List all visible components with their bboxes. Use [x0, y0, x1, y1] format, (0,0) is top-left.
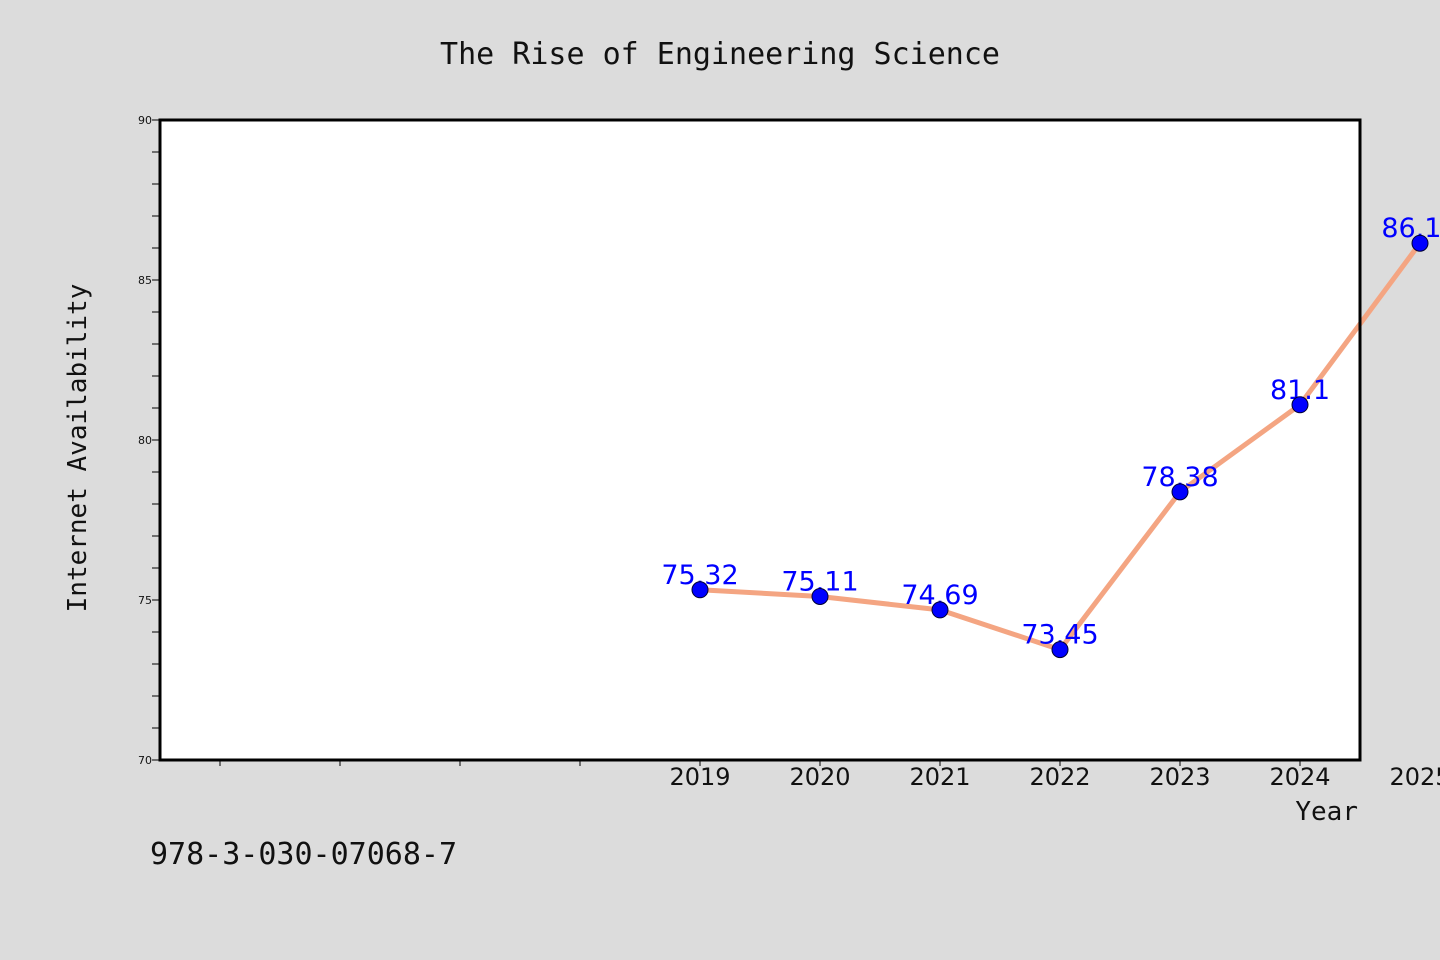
- x-tick-label: 2023: [1149, 763, 1210, 791]
- data-point: [1411, 234, 1429, 252]
- y-tick-label: 70: [138, 754, 152, 767]
- x-tick-label: 2025: [1389, 763, 1440, 791]
- y-tick-label: 85: [138, 274, 152, 287]
- data-label: 86.15: [1381, 213, 1440, 244]
- data-point: [1171, 483, 1189, 501]
- x-tick-label: 2024: [1269, 763, 1330, 791]
- x-tick-label: 2020: [789, 763, 850, 791]
- data-point: [1291, 396, 1309, 414]
- plot-frame: [158, 118, 1362, 762]
- x-tick-label: 2022: [1029, 763, 1090, 791]
- data-point: [1051, 641, 1069, 659]
- x-tick-label: 2019: [669, 763, 730, 791]
- data-point: [691, 581, 709, 599]
- x-tick-label: 2021: [909, 763, 970, 791]
- y-tick-label: 90: [138, 114, 152, 127]
- chart-title: The Rise of Engineering Science: [440, 37, 1000, 72]
- plot-area: [160, 120, 1360, 760]
- data-point: [931, 601, 949, 619]
- y-tick-label: 75: [138, 594, 152, 607]
- x-axis-label: Year: [1295, 797, 1358, 827]
- y-axis-label: Internet Availability: [63, 284, 93, 613]
- isbn-text: 978-3-030-07068-7: [150, 837, 457, 872]
- y-tick-label: 80: [138, 434, 152, 447]
- data-point: [811, 587, 829, 605]
